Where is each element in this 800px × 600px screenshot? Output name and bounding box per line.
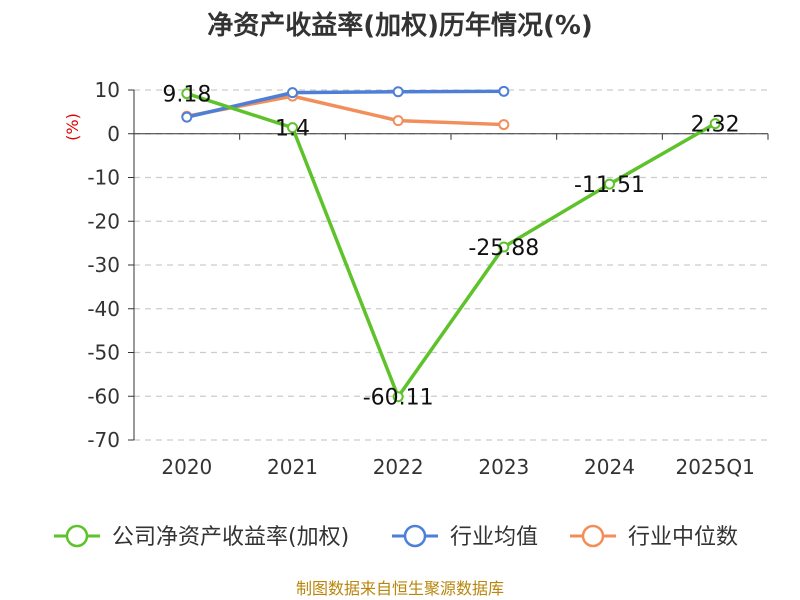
grid: [134, 89, 768, 441]
legend-swatch-marker: [65, 524, 89, 548]
data-label: -11.51: [574, 173, 645, 198]
x-tick-label: 2023: [478, 455, 529, 479]
series-2: [181, 90, 510, 131]
chart-title: 净资产收益率(加权)历年情况(%): [207, 10, 593, 41]
y-tick-label: 0: [107, 122, 120, 146]
data-label: -25.88: [468, 236, 539, 261]
data-labels: 9.18 1.4 -60.11 -25.88 -11.51 2.32: [162, 83, 739, 411]
x-tick-label: 2024: [584, 455, 635, 479]
data-label: 1.4: [275, 117, 310, 142]
data-point: [604, 178, 615, 190]
legend-swatch-marker: [581, 524, 605, 548]
data-point: [181, 88, 193, 100]
y-tick-label: -60: [87, 384, 120, 408]
data-point: [392, 86, 404, 98]
y-tick-label: -40: [87, 297, 120, 321]
data-point: [709, 118, 721, 130]
legend-item-2[interactable]: 行业中位数: [570, 524, 738, 550]
legend-item-1[interactable]: 行业均值: [392, 524, 538, 550]
y-tick-label: -50: [87, 341, 120, 365]
series-line: [186, 91, 717, 399]
series-layer: [181, 85, 721, 403]
legend-label: 行业中位数: [628, 525, 738, 550]
data-point: [392, 115, 404, 127]
data-point: [287, 122, 298, 134]
legend-item-0[interactable]: 公司净资产收益率(加权): [54, 524, 349, 550]
data-point: [498, 119, 510, 131]
y-tick-label: -10: [87, 166, 120, 190]
data-point: [181, 111, 193, 123]
legend: 公司净资产收益率(加权) 行业均值 行业中位数: [54, 524, 738, 550]
data-label: -60.11: [363, 386, 434, 411]
data-label: 2.32: [691, 113, 740, 138]
y-tick-label: -70: [87, 428, 120, 452]
data-point: [392, 391, 404, 403]
data-point: [287, 87, 298, 99]
x-tick-label: 2021: [267, 455, 318, 479]
legend-swatch-marker: [403, 524, 427, 548]
y-tick-label: -20: [87, 209, 120, 233]
legend-label: 行业均值: [450, 525, 538, 550]
axes: 10 0 -10 -20 -30 -40 -50 -60 -70 2020 2021 2022 2023…: [87, 78, 769, 479]
y-tick-label: -30: [87, 253, 120, 277]
data-point: [498, 241, 510, 253]
x-tick-label: 2022: [373, 455, 424, 479]
legend-label: 公司净资产收益率(加权): [112, 525, 349, 550]
series-0: [181, 88, 721, 403]
data-label: 9.18: [162, 83, 211, 108]
source-note: 制图数据来自恒生聚源数据库: [296, 579, 504, 598]
y-axis-label: (%): [63, 113, 82, 141]
series-line: [186, 89, 504, 119]
data-point: [498, 85, 510, 97]
y-tick-label: 10: [95, 78, 120, 102]
x-tick-label: 2025Q1: [675, 455, 754, 479]
series-1: [181, 85, 510, 123]
x-tick-label: 2020: [161, 455, 212, 479]
